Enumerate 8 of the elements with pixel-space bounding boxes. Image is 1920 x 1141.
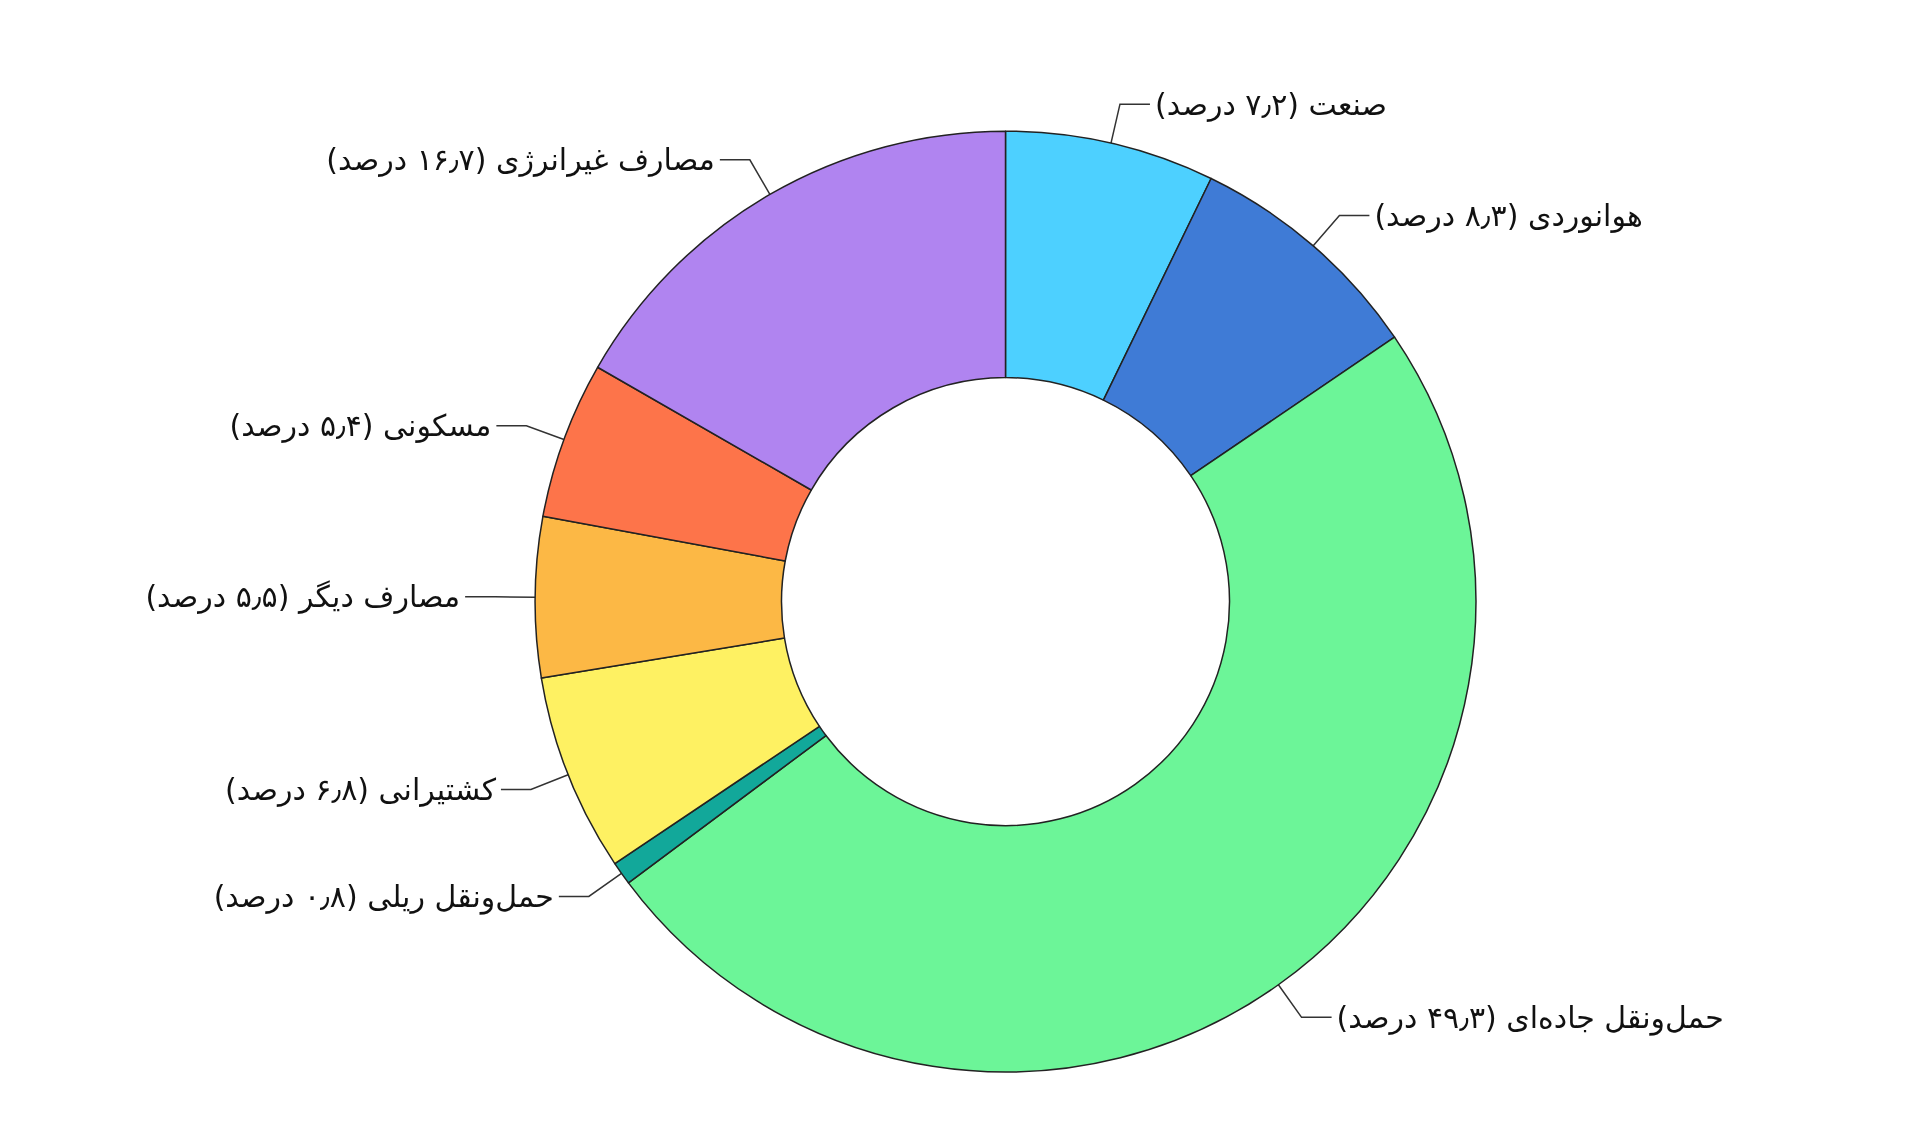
slice-label: حمل‌ونقل جاده‌ای (۴۹٫۳ درصد) [1336, 999, 1724, 1036]
slice-label: صنعت (۷٫۲ درصد) [1154, 86, 1387, 122]
slice-label: مصارف دیگر (۵٫۵ درصد) [145, 579, 461, 615]
slice-label: کشتیرانی (۶٫۸ درصد) [225, 771, 497, 807]
slice-label: هوانوردی (۸٫۳ درصد) [1374, 198, 1643, 234]
slice-label: مسکونی (۵٫۴ درصد) [229, 408, 492, 444]
slice-label: مصارف غیرانرژی (۱۶٫۷ درصد) [326, 142, 715, 178]
slice-label: حمل‌ونقل ریلی (۰٫۸ درصد) [213, 878, 554, 915]
